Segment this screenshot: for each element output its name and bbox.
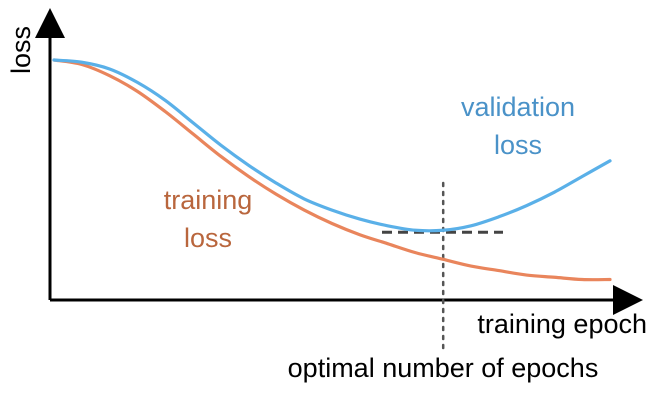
optimal-epochs-label: optimal number of epochs: [288, 353, 599, 383]
training-loss-line: [52, 58, 612, 282]
validation-loss-line: [52, 58, 612, 233]
guides: [382, 181, 503, 350]
training-loss-label: training loss: [164, 185, 253, 253]
axes: [35, 8, 643, 315]
series-layer: [52, 58, 612, 282]
validation-loss-label: validation loss: [461, 92, 575, 160]
x-axis-label: training epoch: [477, 309, 647, 339]
y-axis-label: loss: [6, 26, 36, 74]
